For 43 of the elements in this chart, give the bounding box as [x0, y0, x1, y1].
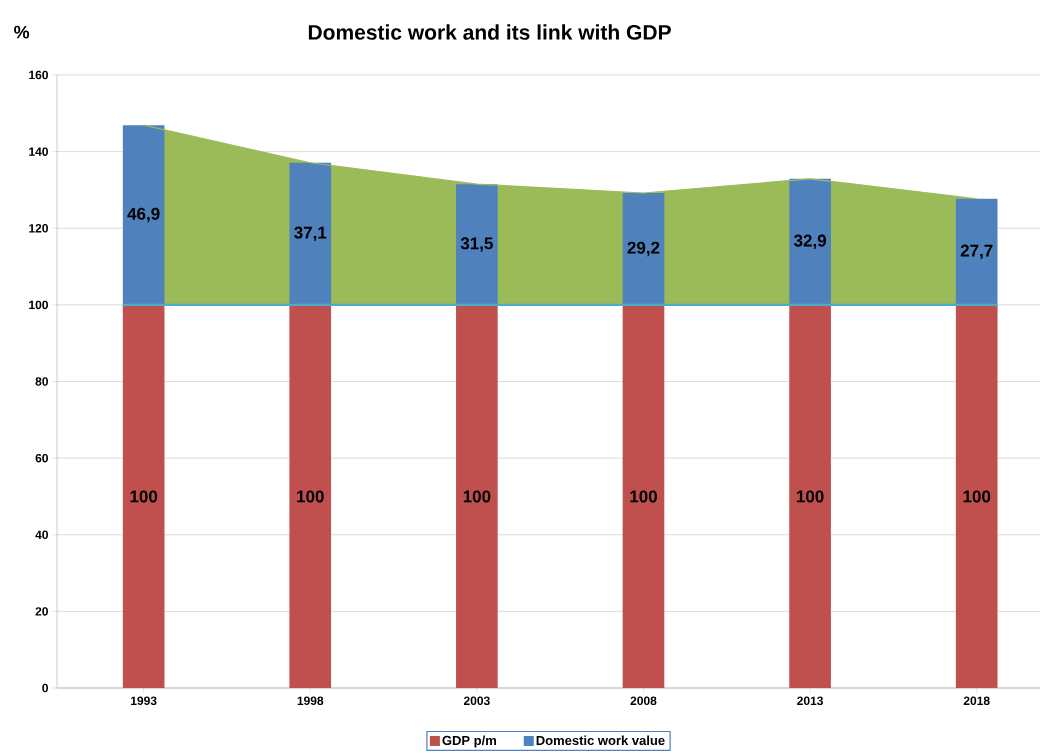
data-label: 100	[463, 490, 491, 503]
bar	[456, 184, 498, 305]
bar	[289, 162, 332, 305]
bar	[289, 304, 332, 688]
x-tick-label: 2018	[963, 696, 990, 706]
data-label: 100	[130, 490, 158, 503]
data-label: 46,9	[127, 207, 160, 223]
y-tick-label: 160	[29, 70, 48, 80]
bar	[955, 304, 998, 688]
legend-label: GDP p/m	[442, 735, 496, 748]
y-tick-label: 60	[35, 453, 48, 463]
data-label: 31,5	[460, 237, 493, 252]
data-label: 32,9	[793, 234, 826, 250]
data-label: 100	[297, 490, 324, 503]
data-label: 100	[630, 490, 657, 503]
bar	[622, 193, 665, 305]
chart-title: Domestic work and its link with GDP	[308, 24, 671, 40]
y-tick-label: 120	[29, 224, 48, 233]
y-tick-label: 40	[35, 530, 48, 539]
y-tick-label: 100	[29, 300, 48, 310]
bar	[789, 304, 831, 688]
x-tick-label: 2003	[463, 696, 490, 706]
bar	[122, 125, 165, 305]
y-tick-label: 140	[29, 147, 48, 156]
bar	[622, 304, 665, 688]
data-label: 100	[796, 490, 824, 503]
bar	[456, 304, 498, 688]
bar	[122, 304, 165, 688]
bar	[789, 178, 831, 305]
data-label: 37,1	[294, 226, 327, 242]
data-label: 27,7	[960, 244, 993, 260]
x-tick-label: 2008	[630, 696, 657, 706]
data-label: 29,2	[627, 241, 660, 257]
legend-label: Domestic work value	[536, 735, 665, 746]
x-tick-label: 1998	[297, 696, 324, 706]
bar	[955, 198, 998, 305]
y-axis-title: %	[14, 25, 30, 39]
x-tick-label: 1993	[131, 696, 157, 706]
y-tick-label: 20	[35, 607, 48, 616]
data-label: 100	[963, 490, 991, 503]
x-tick-label: 2013	[797, 696, 823, 706]
y-tick-label: 0	[42, 683, 48, 693]
y-tick-label: 80	[35, 377, 48, 386]
